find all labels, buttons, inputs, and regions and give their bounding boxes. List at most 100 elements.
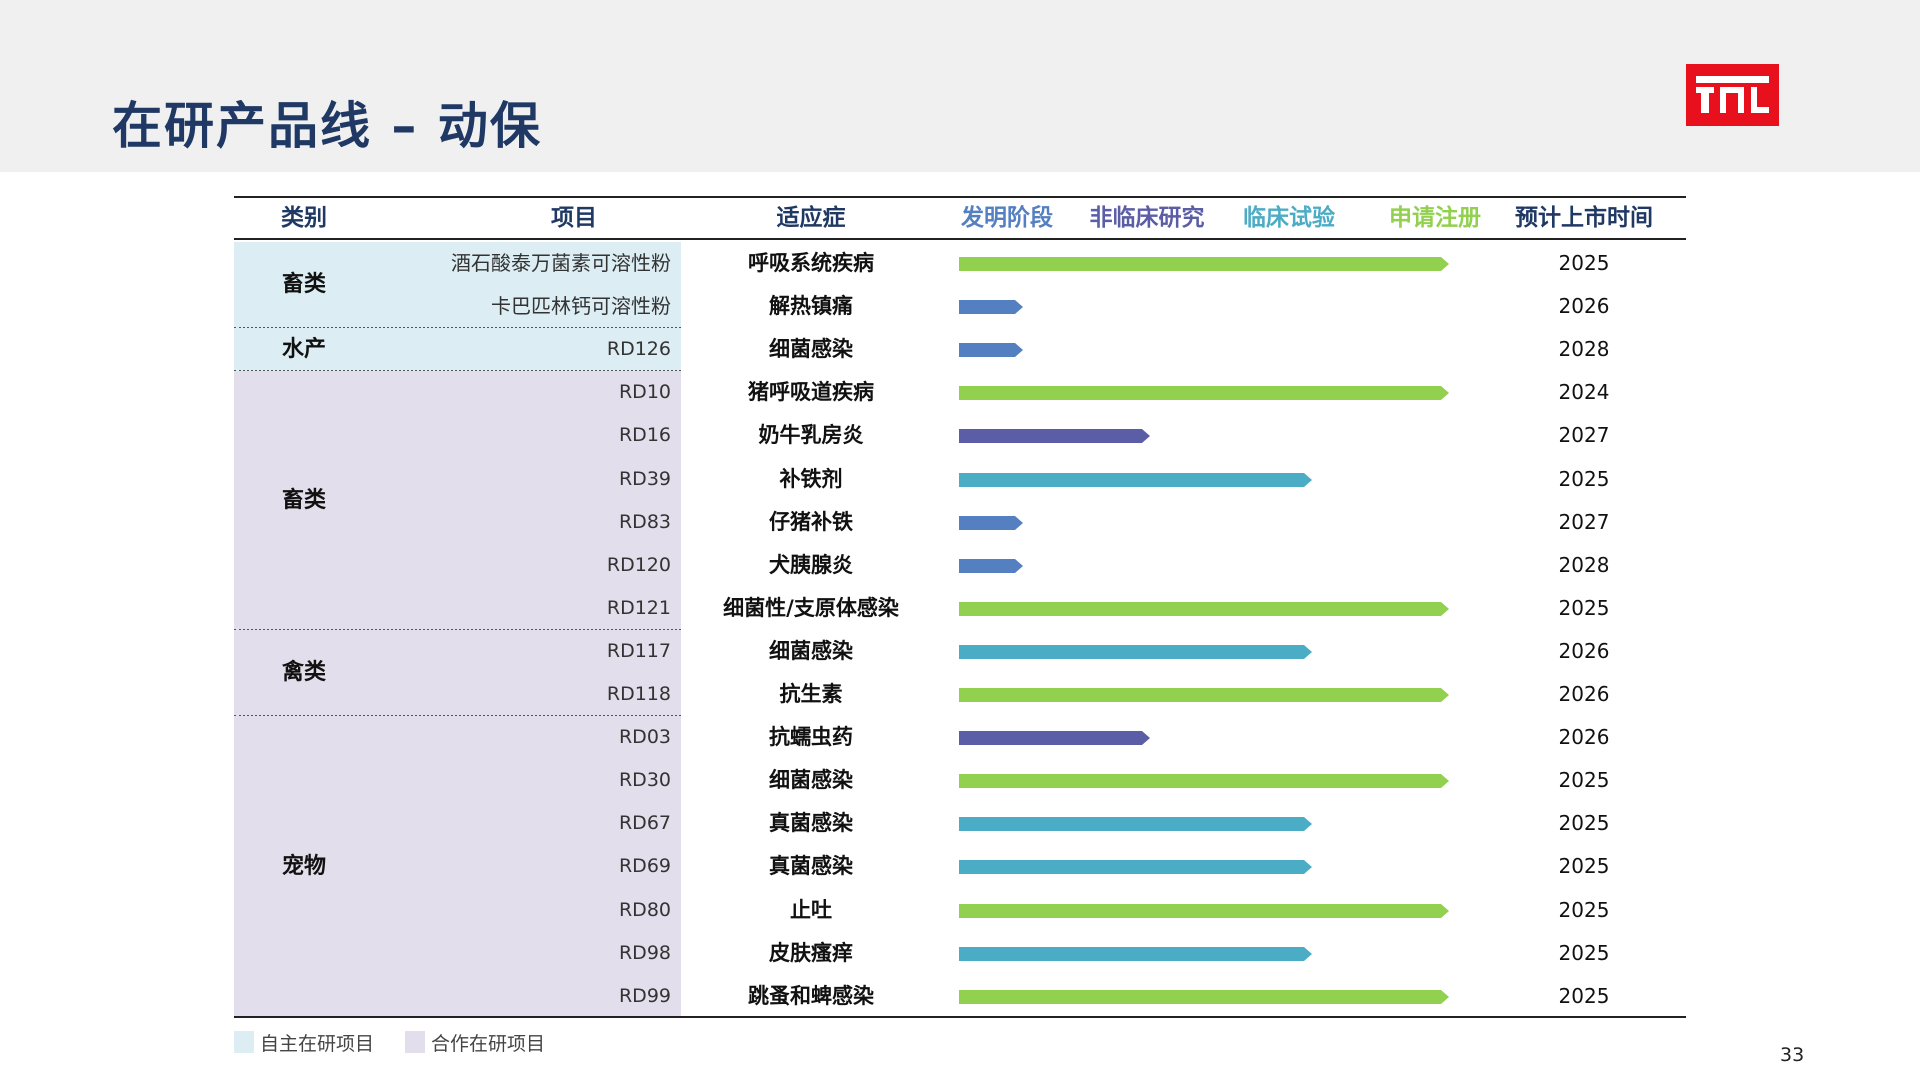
project-cell: RD67 [618,812,671,835]
table-row: 酒石酸泰万菌素可溶性粉 呼吸系统疾病 2025 [234,242,1686,285]
stage-progress-cell [959,903,1449,918]
project-cell: RD99 [618,984,671,1007]
indication-cell: 抗生素 [779,682,843,706]
column-header-indication: 适应症 [776,205,846,231]
group-band-partner [234,716,681,1018]
stage-progress-bar [959,903,1449,918]
table-row: RD16 奶牛乳房炎 2027 [234,414,1686,457]
page-number: 33 [1780,1044,1805,1066]
launch-year-cell: 2028 [1558,337,1610,362]
table-row: RD118 抗生素 2026 [234,673,1686,716]
project-cell: 卡巴匹林钙可溶性粉 [491,294,671,319]
project-cell: RD98 [618,941,671,964]
stage-progress-bar [959,817,1312,832]
stage-progress-bar [959,688,1449,702]
stage-progress-bar [959,946,1312,961]
project-cell: RD03 [618,726,671,749]
table-row: RD126 细菌感染 2028 [234,328,1686,371]
project-cell: RD118 [606,683,671,705]
launch-year-cell: 2025 [1558,983,1610,1008]
project-cell: RD83 [618,510,671,533]
column-header-category: 类别 [281,205,327,231]
table-row: RD117 细菌感染 2026 [234,630,1686,673]
stage-progress-bar [959,429,1150,444]
logo-background [1686,64,1779,126]
stage-progress-cell [959,860,1449,875]
group-band-self [234,242,681,329]
stage-progress-bar [959,300,1023,315]
stage-progress-cell [959,386,1449,401]
table-row: RD39 补铁剂 2025 [234,458,1686,501]
stage-progress-bar [959,860,1312,875]
stage-progress-bar [959,386,1449,401]
launch-year-cell: 2025 [1558,251,1610,275]
stage-progress-cell [959,515,1449,530]
column-header-stage-invention: 发明阶段 [961,205,1053,231]
indication-cell: 细菌感染 [769,638,853,663]
stage-progress-bar [959,515,1023,530]
stage-progress-bar [959,601,1449,616]
column-header-project: 项目 [551,205,597,231]
launch-year-cell: 2025 [1558,854,1610,879]
stage-progress-cell [959,731,1449,746]
indication-cell: 真菌感染 [769,854,853,879]
stage-progress-bar [959,989,1449,1004]
stage-progress-bar [959,343,1023,358]
launch-year-cell: 2028 [1558,552,1610,577]
launch-year-cell: 2025 [1558,595,1610,620]
table-row: RD69 真菌感染 2025 [234,845,1686,888]
indication-cell: 呼吸系统疾病 [748,251,874,275]
table-bottom-rule [234,1016,1686,1018]
launch-year-cell: 2025 [1558,466,1610,491]
stage-progress-cell [959,774,1449,789]
project-cell: RD39 [618,467,671,490]
table-header-rule [234,238,1686,240]
indication-cell: 细菌性/支原体感染 [723,595,899,620]
legend-swatch-self [234,1031,254,1053]
stage-progress-cell [959,989,1449,1004]
table-row: RD30 细菌感染 2025 [234,759,1686,802]
indication-cell: 止吐 [790,897,832,922]
indication-cell: 犬胰腺炎 [769,552,853,577]
stage-progress-bar [959,257,1449,271]
table-row: RD120 犬胰腺炎 2028 [234,544,1686,587]
stage-progress-cell [959,644,1449,659]
indication-cell: 解热镇痛 [769,294,853,319]
stage-progress-cell [959,257,1449,271]
stage-progress-cell [959,817,1449,832]
stage-progress-bar [959,774,1449,789]
indication-cell: 细菌感染 [769,337,853,362]
project-cell: RD69 [618,855,671,878]
table-row: RD99 跳蚤和蜱感染 2025 [234,975,1686,1018]
table-row: RD67 真菌感染 2025 [234,802,1686,845]
launch-year-cell: 2026 [1558,294,1610,319]
stage-progress-cell [959,558,1449,573]
table-row: RD121 细菌性/支原体感染 2025 [234,587,1686,630]
stage-progress-cell [959,429,1449,444]
project-cell: RD80 [618,898,671,921]
stage-progress-cell [959,343,1449,358]
legend-swatch-partner [405,1031,425,1053]
indication-cell: 补铁剂 [779,466,843,491]
stage-progress-bar [959,472,1312,487]
project-cell: RD120 [606,553,671,576]
slide-header [0,0,1920,172]
indication-cell: 抗蠕虫药 [769,725,853,750]
stage-progress-cell [959,601,1449,616]
indication-cell: 奶牛乳房炎 [758,423,864,448]
group-label: 畜类 [281,487,326,513]
column-header-launch: 预计上市时间 [1515,205,1653,231]
group-label: 畜类 [281,272,326,298]
launch-year-cell: 2025 [1558,940,1610,965]
launch-year-cell: 2027 [1558,509,1610,534]
launch-year-cell: 2025 [1558,811,1610,836]
legend-partner: 合作在研项目 [405,1030,545,1055]
stage-progress-bar [959,731,1150,746]
project-cell: RD121 [606,596,671,619]
group-label: 水产 [281,336,326,362]
legend-label: 自主在研项目 [260,1032,375,1055]
launch-year-cell: 2026 [1558,725,1610,750]
stage-progress-cell [959,472,1449,487]
project-cell: RD117 [606,639,671,662]
table-row: RD10 猪呼吸道疾病 2024 [234,371,1686,414]
